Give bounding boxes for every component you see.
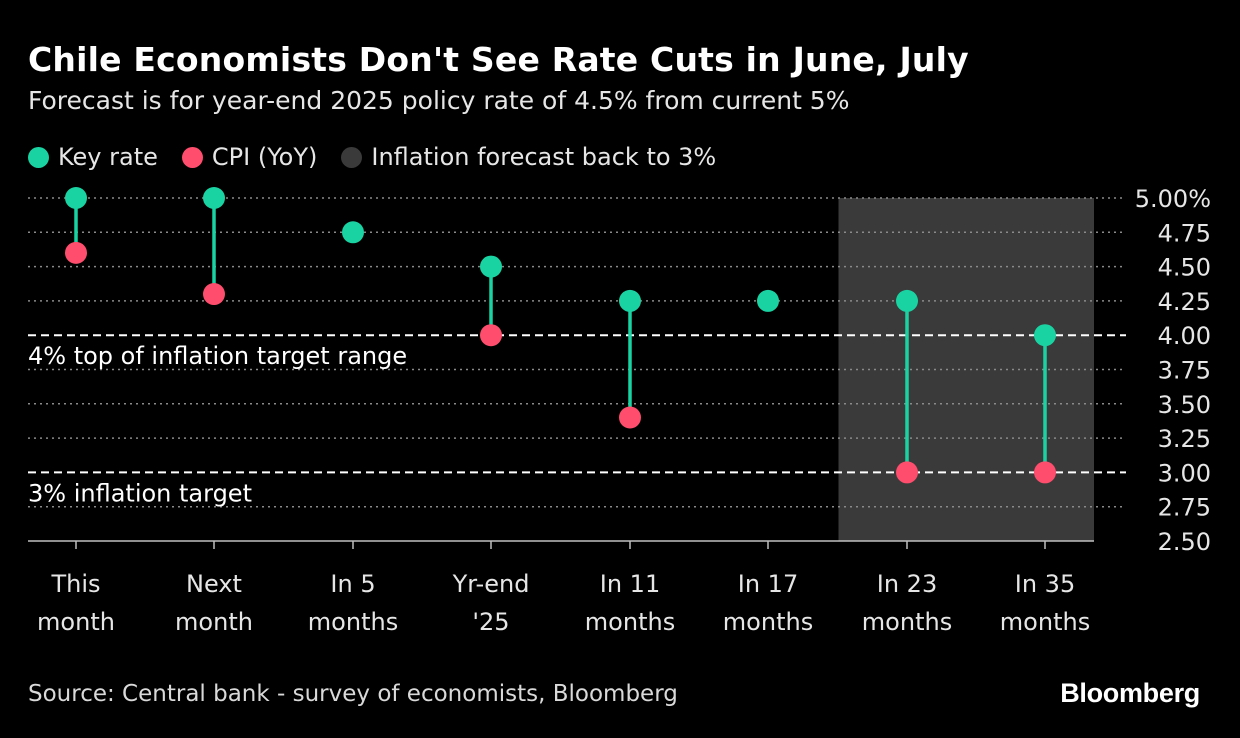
- key-rate-dot: [342, 221, 364, 244]
- x-tick-label-line: months: [862, 608, 952, 636]
- y-tick-label: 3.75: [1158, 357, 1211, 385]
- x-tick-label-line: months: [585, 608, 675, 636]
- y-tick-label: 2.50: [1158, 528, 1211, 556]
- x-tick-label: This month: [37, 570, 115, 636]
- x-tick-label-line: In 11: [600, 570, 660, 598]
- y-tick-label: 3.25: [1158, 425, 1211, 453]
- y-tick-label: 3.50: [1158, 391, 1211, 419]
- x-tick-label-line: In 17: [738, 570, 798, 598]
- legend-label-cpi: CPI (YoY): [211, 143, 318, 171]
- key-rate-dot: [619, 289, 641, 312]
- x-tick-label-line: '25: [472, 608, 509, 636]
- x-tick-label-line: Next: [186, 570, 242, 598]
- legend-item-key-rate: Key rate: [28, 143, 158, 171]
- cpi-dot: [203, 283, 225, 306]
- x-tick-label: In 17 months: [723, 570, 813, 636]
- key-rate-dot: [203, 187, 225, 209]
- x-tick-label-line: In 35: [1015, 570, 1075, 598]
- key-rate-dot: [1034, 324, 1056, 347]
- y-tick-label: 4.25: [1158, 288, 1211, 316]
- bloomberg-logo: Bloomberg: [1060, 678, 1200, 708]
- chart-title: Chile Economists Don't See Rate Cuts in …: [28, 40, 969, 79]
- legend-item-cpi: CPI (YoY): [181, 143, 318, 171]
- legend-swatch-cpi: [181, 146, 203, 168]
- legend-swatch-key-rate: [28, 146, 49, 168]
- cpi-dot: [619, 406, 641, 429]
- y-tick-label: 5.00%: [1135, 185, 1211, 213]
- reference-line-label: 3% inflation target: [28, 479, 252, 507]
- cpi-dot: [1034, 461, 1056, 484]
- legend-label-key-rate: Key rate: [58, 143, 158, 171]
- x-tick-label-line: month: [175, 608, 253, 636]
- y-tick-label: 3.00: [1158, 459, 1211, 487]
- x-tick-label-line: In 23: [877, 570, 937, 598]
- x-tick-label-line: Yr-end: [452, 570, 530, 598]
- x-tick-label-line: This: [50, 570, 100, 598]
- cpi-dot: [65, 241, 87, 264]
- x-tick-label: In 35 months: [1000, 570, 1090, 636]
- legend: Key rate CPI (YoY) Inflation forecast ba…: [28, 143, 740, 171]
- key-rate-dot: [757, 289, 779, 312]
- x-tick-label-line: months: [308, 608, 398, 636]
- y-tick-label: 4.75: [1158, 219, 1211, 247]
- x-tick-label: In 11 months: [585, 570, 675, 636]
- x-tick-label: Yr-end '25: [452, 570, 530, 636]
- legend-item-inflation-forecast: Inflation forecast back to 3%: [341, 143, 716, 171]
- cpi-dot: [896, 461, 918, 484]
- reference-line-label: 4% top of inflation target range: [28, 342, 407, 370]
- y-tick-label: 4.00: [1158, 322, 1211, 350]
- y-tick-label: 4.50: [1158, 254, 1211, 282]
- y-tick-label: 2.75: [1158, 494, 1211, 522]
- dot-range-chart: 5.00% 4.75 4.50 4.25 4.00 3.75 3.50 3.25 3.00 2.7…: [28, 185, 1211, 636]
- key-rate-dot: [65, 187, 87, 209]
- x-tick-label-line: months: [723, 608, 813, 636]
- x-tick-label: In 5 months: [308, 570, 398, 636]
- chart-subtitle: Forecast is for year-end 2025 policy rat…: [28, 86, 850, 115]
- x-tick-label-line: months: [1000, 608, 1090, 636]
- x-tick-label-line: In 5: [330, 570, 375, 598]
- key-rate-dot: [480, 255, 502, 278]
- source-note: Source: Central bank - survey of economi…: [28, 681, 678, 707]
- key-rate-dot: [896, 289, 918, 312]
- legend-label-inflation-forecast: Inflation forecast back to 3%: [371, 143, 717, 171]
- x-tick-label: In 23 months: [862, 570, 952, 636]
- x-tick-label: Next month: [175, 570, 253, 636]
- cpi-dot: [480, 324, 502, 347]
- legend-swatch-inflation-forecast: [341, 146, 363, 168]
- x-tick-label-line: month: [37, 608, 115, 636]
